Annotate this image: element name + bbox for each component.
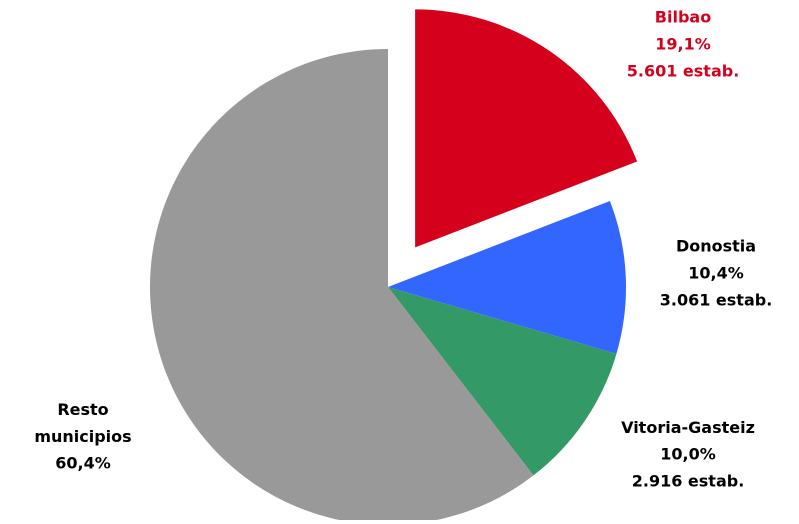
slice-label: Vitoria-Gasteiz [621,418,755,437]
pie-slice [388,287,617,476]
count-label: 3.061 estab. [660,291,773,310]
count-label: 2.916 estab. [632,472,745,491]
label-line: municipios [34,427,131,446]
slice-label: Resto municipios [34,400,131,446]
percent-label: 10,0% [660,445,716,464]
percent-label: 10,4% [688,264,744,283]
label-line: Vitoria-Gasteiz [621,418,755,437]
count-label: 5.601 estab. [627,62,740,81]
pie-slice [415,9,638,248]
pie-slice [150,49,534,524]
percent-label: 19,1% [655,35,711,54]
percent-label: 60,4% [55,454,111,473]
label-line: Resto [57,400,108,419]
pie-slice [388,201,626,354]
slice-label: Donostia [676,237,756,256]
slice-label: Bilbao [655,8,711,27]
